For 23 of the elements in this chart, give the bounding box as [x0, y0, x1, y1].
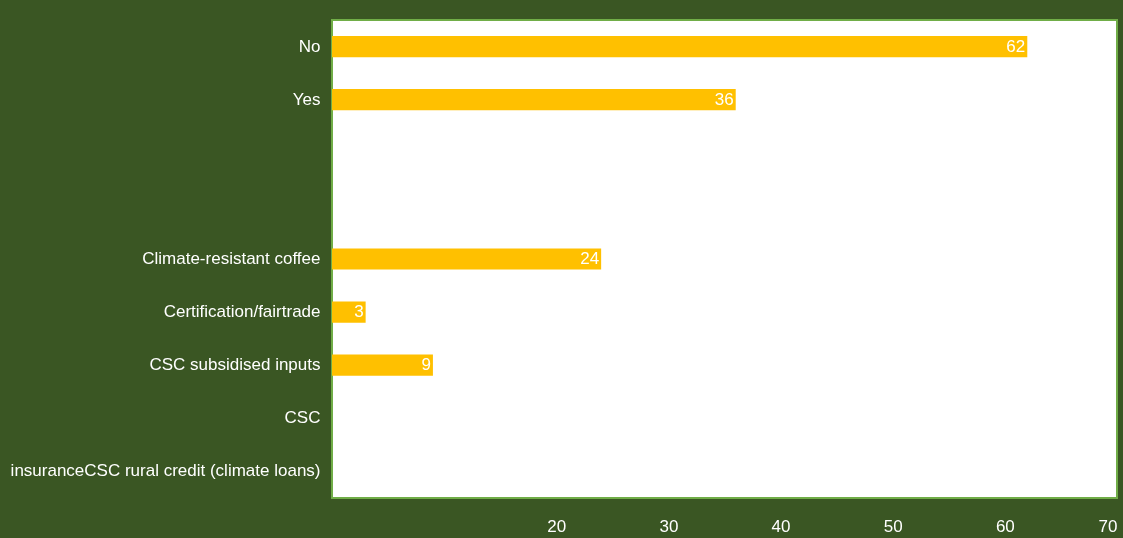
- x-tick-label: 40: [771, 516, 791, 536]
- y-tick-label: Yes: [292, 89, 321, 109]
- bar: [332, 35, 1028, 58]
- y-tick-label: CSC subsidised inputs: [149, 355, 321, 375]
- x-tick-label: 20: [547, 516, 567, 536]
- bar: [332, 354, 433, 376]
- data-label: 62: [1006, 36, 1026, 56]
- y-tick-label: No: [298, 36, 321, 56]
- data-label: 36: [714, 89, 734, 109]
- data-label: 3: [354, 302, 364, 322]
- data-label: 24: [580, 249, 600, 268]
- bar: [332, 301, 366, 323]
- bar: [332, 248, 602, 270]
- x-tick-label: 70: [1098, 516, 1118, 536]
- bar: [332, 89, 736, 111]
- y-tick-label: Certification/fairtrade: [163, 302, 321, 322]
- y-tick-label: CSC: [284, 408, 321, 428]
- y-tick-label: Climate-resistant coffee: [142, 249, 321, 268]
- x-tick-label: 60: [995, 516, 1015, 536]
- data-label: 9: [421, 355, 431, 375]
- y-tick-label: insuranceCSC rural credit (climate loans): [10, 461, 321, 481]
- x-tick-label: 50: [883, 516, 903, 536]
- x-tick-label: 30: [659, 516, 679, 536]
